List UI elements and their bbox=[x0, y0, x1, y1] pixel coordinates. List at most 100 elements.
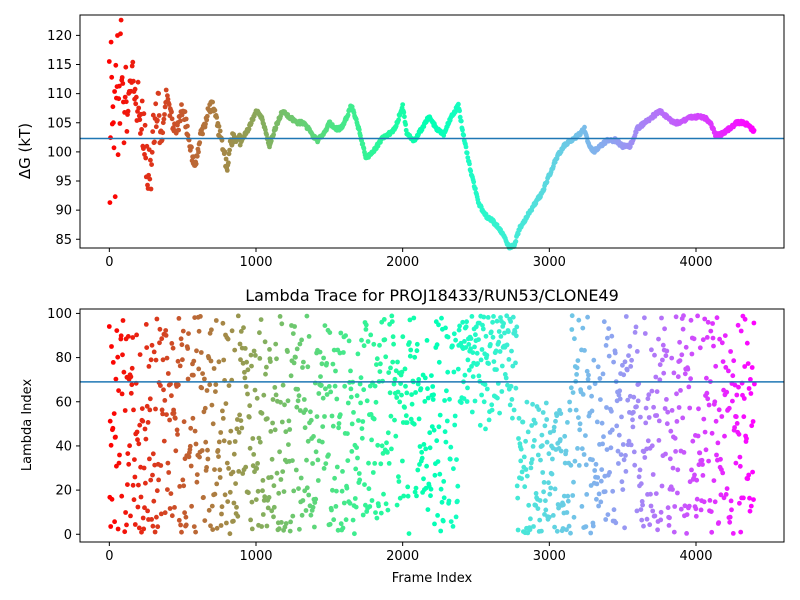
lambda-point bbox=[390, 359, 396, 365]
lambda-point bbox=[678, 388, 683, 393]
lambda-point bbox=[399, 392, 404, 398]
lambda-point bbox=[616, 432, 622, 438]
lambda-point bbox=[713, 418, 719, 424]
lambda-point bbox=[205, 447, 210, 453]
lambda-point bbox=[199, 448, 205, 453]
lambda-point bbox=[751, 320, 757, 326]
lambda-point bbox=[527, 527, 533, 533]
lambda-point bbox=[662, 326, 667, 332]
lambda-point bbox=[614, 423, 620, 429]
lambda-y-ticks: 0 20 40 60 80 100 bbox=[47, 307, 80, 543]
lambda-point bbox=[464, 319, 469, 325]
lambda-point bbox=[383, 501, 389, 507]
lambda-point bbox=[626, 438, 632, 444]
lambda-point bbox=[453, 337, 458, 343]
lambda-point bbox=[681, 313, 686, 319]
lambda-point bbox=[271, 504, 277, 510]
lambda-point bbox=[192, 428, 198, 434]
delta-g-point bbox=[177, 118, 183, 124]
delta-g-point bbox=[142, 152, 147, 157]
lambda-point bbox=[745, 476, 751, 482]
lambda-point bbox=[606, 326, 612, 331]
lambda-point bbox=[419, 455, 425, 461]
delta-g-point bbox=[223, 156, 229, 162]
lambda-point bbox=[631, 394, 637, 400]
lambda-point bbox=[705, 396, 711, 402]
lambda-point bbox=[434, 438, 440, 444]
lambda-point bbox=[726, 368, 731, 374]
lambda-point bbox=[537, 498, 543, 503]
lambda-point bbox=[450, 343, 455, 349]
lambda-point bbox=[120, 352, 125, 358]
lambda-point bbox=[732, 425, 737, 430]
lambda-point bbox=[674, 419, 680, 424]
lambda-point bbox=[669, 355, 675, 361]
lambda-point bbox=[719, 340, 725, 346]
lambda-point bbox=[253, 353, 258, 358]
lambda-point bbox=[539, 528, 544, 534]
lambda-point bbox=[690, 438, 696, 444]
lambda-point bbox=[442, 398, 447, 403]
lambda-point bbox=[484, 352, 490, 358]
lambda-point bbox=[565, 493, 571, 499]
lambda-point bbox=[296, 486, 301, 491]
delta-g-point bbox=[544, 179, 550, 185]
lambda-point bbox=[166, 470, 172, 475]
lambda-point bbox=[279, 520, 284, 525]
lambda-point bbox=[290, 458, 295, 463]
lambda-point bbox=[362, 482, 367, 487]
lambda-point bbox=[258, 317, 264, 322]
lambda-point bbox=[636, 474, 642, 480]
delta-g-point bbox=[162, 104, 168, 110]
lambda-point bbox=[741, 495, 746, 501]
lambda-point bbox=[611, 359, 616, 365]
lambda-point bbox=[653, 491, 659, 496]
lambda-point bbox=[421, 442, 427, 447]
lambda-point bbox=[318, 374, 323, 379]
lambda-point bbox=[334, 488, 339, 494]
lambda-point bbox=[723, 492, 729, 497]
lambda-point bbox=[598, 397, 603, 402]
lambda-point bbox=[299, 337, 304, 343]
lambda-point bbox=[345, 431, 350, 436]
lambda-point bbox=[561, 502, 566, 508]
lambda-point bbox=[214, 525, 220, 531]
lambda-point bbox=[177, 484, 183, 489]
lambda-point bbox=[243, 464, 249, 470]
lambda-point bbox=[197, 454, 202, 460]
lambda-point bbox=[322, 323, 328, 328]
lambda-point bbox=[226, 383, 232, 388]
lambda-point bbox=[392, 376, 398, 382]
lambda-point bbox=[386, 370, 392, 375]
delta-g-point bbox=[203, 121, 208, 127]
delta-g-point bbox=[196, 149, 201, 155]
lambda-point bbox=[291, 488, 297, 494]
delta-g-point bbox=[113, 62, 119, 68]
delta-g-point bbox=[165, 96, 171, 102]
lambda-point bbox=[436, 359, 442, 365]
lambda-point bbox=[326, 452, 331, 458]
delta-g-point bbox=[160, 120, 166, 126]
lambda-point bbox=[623, 453, 628, 458]
lambda-point bbox=[219, 511, 224, 517]
lambda-point bbox=[555, 502, 561, 507]
lambda-point bbox=[736, 384, 741, 390]
lambda-point bbox=[190, 415, 196, 421]
lambda-point bbox=[535, 506, 541, 511]
lambda-point bbox=[199, 385, 205, 391]
lambda-point bbox=[213, 389, 218, 394]
lambda-point bbox=[564, 510, 570, 515]
lambda-point bbox=[603, 517, 609, 522]
lambda-point bbox=[519, 476, 524, 481]
lambda-point bbox=[374, 356, 380, 362]
lambda-point bbox=[712, 399, 718, 405]
lambda-point bbox=[231, 500, 237, 506]
lambda-point bbox=[446, 498, 452, 504]
lambda-point bbox=[294, 346, 300, 352]
delta-g-ylabel: ΔG (kT) bbox=[16, 123, 34, 179]
lambda-point bbox=[416, 377, 422, 382]
lambda-point bbox=[451, 466, 456, 472]
lambda-point bbox=[277, 449, 282, 455]
lambda-ylabel: Lambda Index bbox=[20, 379, 35, 472]
